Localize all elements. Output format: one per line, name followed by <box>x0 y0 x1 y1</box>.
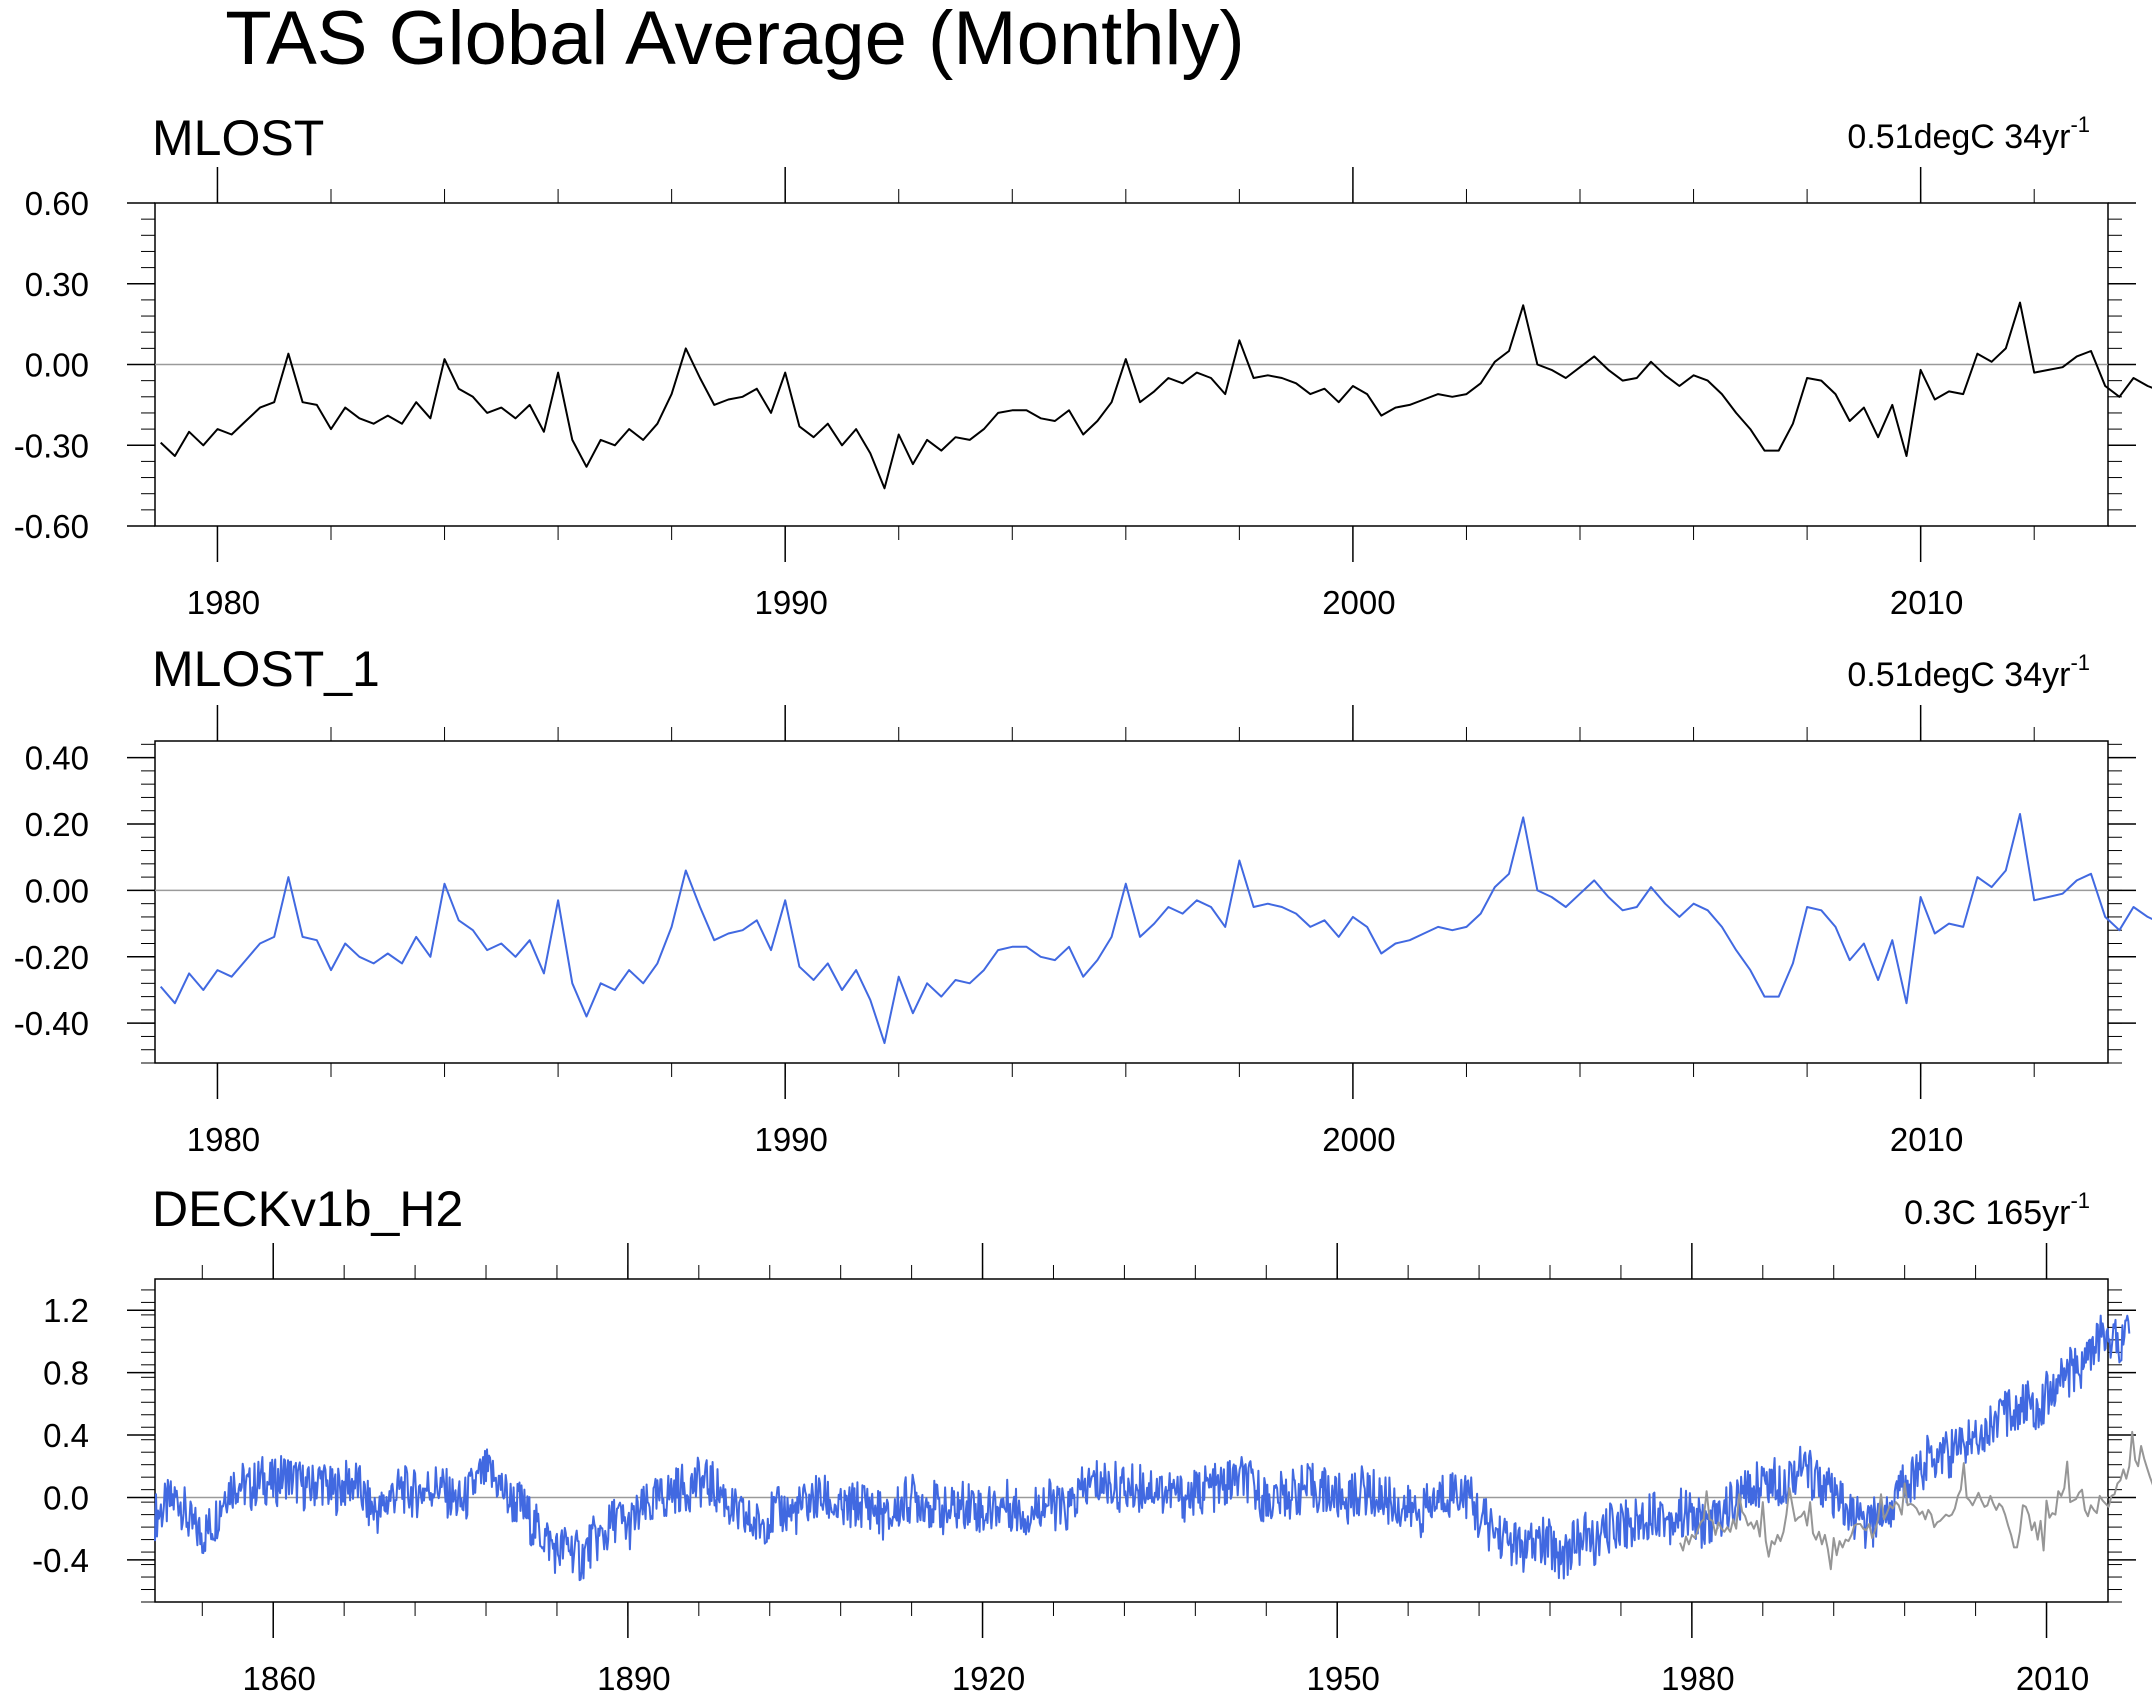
x-tick-label: 1890 <box>597 1660 670 1697</box>
series-line-mlost-overlay- <box>1679 1430 2152 1571</box>
trend-label: 0.51degC 34yr-1 <box>1847 112 2090 156</box>
y-tick-label: -0.60 <box>14 508 89 545</box>
figure-title: TAS Global Average (Monthly) <box>225 0 1244 81</box>
y-tick-label: -0.20 <box>14 939 89 976</box>
y-tick-label: 0.20 <box>25 806 89 843</box>
y-tick-label: 0.8 <box>43 1355 89 1392</box>
y-tick-label: 0.4 <box>43 1417 89 1454</box>
x-tick-label: 2010 <box>1890 584 1963 621</box>
panel-mlost: MLOST 0.51degC 34yr-1 -0.60 -0.30 0.00 0.30… <box>14 110 2152 621</box>
x-tick-label: 2010 <box>2016 1660 2089 1697</box>
y-tick-label: 0.00 <box>25 872 89 909</box>
x-tick-label: 1860 <box>243 1660 316 1697</box>
panel-title: DECKv1b_H2 <box>152 1181 463 1237</box>
panel-deckv1b-h2: DECKv1b_H2 0.3C 165yr-1 -0.4 0.0 0.4 0.8 1.2… <box>32 1181 2152 1697</box>
x-tick-label: 2000 <box>1322 1121 1395 1158</box>
trend-label: 0.3C 165yr-1 <box>1904 1188 2090 1232</box>
trend-label: 0.51degC 34yr-1 <box>1847 650 2090 694</box>
x-tick-label: 1950 <box>1306 1660 1379 1697</box>
trend-text: 0.51degC 34yr <box>1847 118 2070 156</box>
trend-exponent: -1 <box>2070 650 2090 675</box>
x-tick-label: 1990 <box>754 584 827 621</box>
trend-text: 0.51degC 34yr <box>1847 656 2070 694</box>
y-tick-label: -0.4 <box>32 1542 89 1579</box>
x-tick-label: 1920 <box>952 1660 1025 1697</box>
y-tick-label: -0.30 <box>14 427 89 464</box>
x-tick-label: 2010 <box>1890 1121 1963 1158</box>
y-tick-label: 1.2 <box>43 1292 89 1329</box>
x-tick-label: 2000 <box>1322 584 1395 621</box>
trend-exponent: -1 <box>2070 112 2090 137</box>
y-tick-label: 0.0 <box>43 1479 89 1516</box>
trend-text: 0.3C 165yr <box>1904 1194 2070 1232</box>
panel-mlost-1: MLOST_1 0.51degC 34yr-1 -0.40 -0.20 0.00 0.… <box>14 641 2152 1158</box>
series-line-deckv1b-h2 <box>154 1314 2131 1582</box>
y-tick-label: 0.00 <box>25 347 89 384</box>
panel-title: MLOST_1 <box>152 641 380 697</box>
panel-title: MLOST <box>152 110 324 166</box>
series-line-mlost-1 <box>159 813 2152 1045</box>
y-tick-label: 0.40 <box>25 740 89 777</box>
plot-frame <box>154 740 2109 1064</box>
x-tick-label: 1990 <box>754 1121 827 1158</box>
y-tick-label: 0.60 <box>25 185 89 222</box>
series-line-mlost <box>160 301 2152 490</box>
x-tick-label: 1980 <box>187 584 260 621</box>
trend-exponent: -1 <box>2070 1188 2090 1213</box>
x-tick-label: 1980 <box>1661 1660 1734 1697</box>
x-tick-label: 1980 <box>187 1121 260 1158</box>
y-tick-label: -0.40 <box>14 1005 89 1042</box>
y-tick-label: 0.30 <box>25 266 89 303</box>
plot-frame <box>154 1278 2109 1603</box>
